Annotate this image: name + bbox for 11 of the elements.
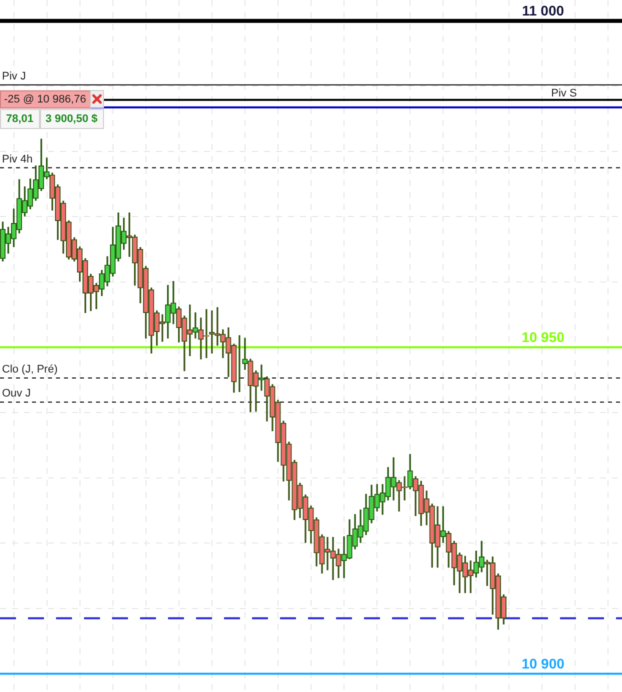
annotation: 78,01 bbox=[0, 109, 40, 130]
y-tick-label: 10 950 bbox=[522, 329, 565, 346]
ref-line-label: Clo (J, Pré) bbox=[2, 364, 58, 376]
ref-line-label: Piv 4h bbox=[2, 153, 33, 166]
ref-line-label: -25 @ 10 986,76 bbox=[4, 93, 86, 106]
ref-line-label: Ouv J bbox=[2, 388, 31, 400]
y-tick-label: 10 900 bbox=[522, 656, 565, 672]
y-tick-label: 11 000 bbox=[522, 2, 564, 19]
ref-line-label: Piv J bbox=[2, 70, 26, 82]
annotation: 3 900,50 $ bbox=[40, 109, 104, 130]
ref-line-label: Piv S bbox=[551, 87, 577, 100]
